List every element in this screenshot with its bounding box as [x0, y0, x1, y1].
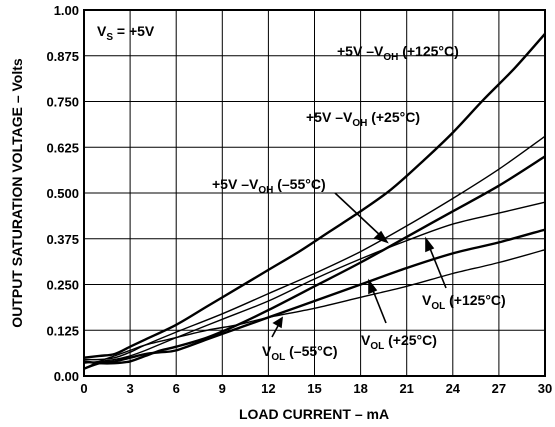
voh-25-label: +5V –VOH (+25°C) — [306, 109, 420, 129]
curves — [83, 33, 546, 370]
x-tick-label: 21 — [399, 381, 413, 396]
y-tick-label: 0.500 — [46, 186, 79, 201]
y-tick-label: 1.00 — [54, 3, 79, 18]
x-tick-label: 6 — [173, 381, 180, 396]
series-line-3 — [83, 155, 546, 365]
arrow-vol-25 — [371, 287, 387, 324]
x-tick-label: 30 — [538, 381, 552, 396]
y-tick-label: 0.750 — [46, 95, 79, 110]
series-line-0 — [83, 33, 546, 359]
y-tick-label: 0.625 — [46, 140, 79, 155]
arrowhead-vol-m55 — [272, 316, 283, 329]
x-tick-label: 24 — [446, 381, 461, 396]
vs-annotation: VS = +5V — [97, 23, 155, 43]
arrow-vol-125 — [428, 245, 447, 289]
y-tick-label: 0.125 — [46, 323, 79, 338]
x-tick-label: 18 — [353, 381, 367, 396]
series-line-2 — [83, 201, 546, 364]
grid — [83, 9, 546, 377]
vol-125-label: VOL (+125°C) — [422, 292, 506, 312]
series-line-5 — [83, 249, 546, 370]
arrow-vol-m55 — [271, 323, 280, 338]
y-tick-labels: 0.00 0.125 0.250 0.375 0.500 0.625 0.750 0.875 1… — [46, 3, 79, 384]
x-axis-title: LOAD CURRENT – mA — [239, 406, 389, 422]
x-tick-labels: 0 3 6 9 12 15 18 21 24 27 30 — [80, 381, 552, 396]
voh-125-label: +5V –VOH (+125°C) — [337, 43, 459, 63]
leader-arrows — [271, 192, 447, 338]
y-tick-label: 0.375 — [46, 232, 79, 247]
x-tick-label: 27 — [492, 381, 506, 396]
y-tick-label: 0.875 — [46, 49, 79, 64]
x-tick-label: 3 — [126, 381, 133, 396]
arrowhead-voh-m55 — [373, 230, 389, 244]
y-tick-label: 0.00 — [54, 369, 79, 384]
arrow-voh-m55 — [334, 192, 383, 238]
vol-m55-label: VOL (–55°C) — [262, 343, 338, 363]
arrowhead-vol-25 — [368, 278, 378, 295]
plot-frame — [83, 9, 546, 377]
vol-25-label: VOL (+25°C) — [361, 332, 437, 352]
x-tick-label: 15 — [307, 381, 321, 396]
x-tick-label: 12 — [261, 381, 275, 396]
y-axis-title: OUTPUT SATURATION VOLTAGE – Volts — [9, 58, 25, 328]
series-line-4 — [83, 228, 546, 370]
arrowhead-vol-125 — [425, 236, 435, 253]
y-tick-label: 0.250 — [46, 278, 79, 293]
x-tick-label: 9 — [219, 381, 226, 396]
x-tick-label: 0 — [80, 381, 87, 396]
voh-m55-label: +5V –VOH (–55°C) — [212, 176, 326, 196]
series-line-1 — [83, 135, 546, 361]
